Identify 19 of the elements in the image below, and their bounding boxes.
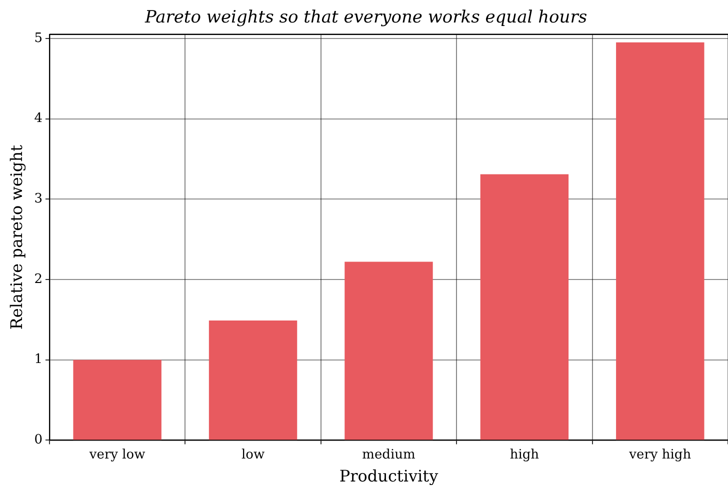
- x-tick-label: high: [510, 447, 540, 462]
- bar: [73, 360, 162, 440]
- y-axis-title: Relative pareto weight: [6, 144, 26, 330]
- x-tick-label: low: [241, 447, 265, 462]
- chart-title: Pareto weights so that everyone works equal hours: [144, 8, 588, 28]
- y-tick-label: 4: [34, 111, 42, 126]
- bar: [208, 320, 298, 440]
- bar: [480, 174, 569, 440]
- x-tick-label: medium: [362, 447, 416, 462]
- x-axis-title: Productivity: [339, 466, 438, 486]
- y-tick-label: 1: [34, 352, 42, 368]
- y-tick-label: 0: [34, 432, 42, 448]
- bar: [616, 42, 704, 440]
- y-tick-label: 3: [34, 192, 42, 207]
- x-tick-label: very high: [628, 447, 692, 462]
- y-tick-label: 5: [34, 30, 42, 46]
- x-tick-label: very low: [88, 447, 146, 462]
- bar: [344, 262, 433, 440]
- y-tick-label: 2: [34, 272, 42, 287]
